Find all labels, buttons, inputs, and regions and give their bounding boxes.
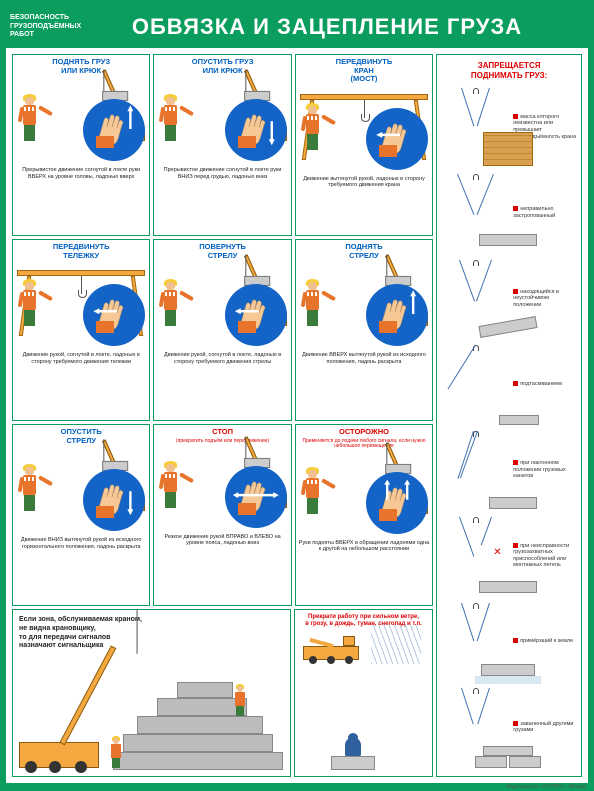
poster-header: БЕЗОПАСНОСТЬГРУЗОПОДЪЁМНЫХРАБОТ ОБВЯЗКА …: [6, 6, 588, 48]
signal-illustration: [154, 77, 290, 165]
prohibition-illustration: [441, 686, 509, 768]
prohibition-item-4: при наклонном положении грузовых канатов: [441, 429, 577, 511]
prohibition-item-0: масса которого неизвестна или превышает …: [441, 86, 577, 168]
signal-description: Движение рукой, согнутой в локте, ладонь…: [154, 350, 290, 367]
signal-cell-7: СТОП (прекратить подъём или передвижение…: [153, 424, 291, 606]
signal-title: ОПУСТИТЬ ГРУЗИЛИ КРЮК: [154, 55, 290, 77]
signal-cell-0: ПОДНЯТЬ ГРУЗИЛИ КРЮК Прерывистое движени…: [12, 54, 150, 236]
signal-cell-4: ПОВЕРНУТЬСТРЕЛУ Движение рукой, согнутой…: [153, 239, 291, 421]
prohibition-item-2: находящийся в неустойчивом положении: [441, 258, 577, 340]
publisher-footer: Издательство «СОУЭЛО», Москва: [506, 784, 586, 790]
signal-description: Движение вытянутой рукой, ладонью в стор…: [296, 174, 432, 191]
poster-content: ПОДНЯТЬ ГРУЗИЛИ КРЮК Прерывистое движени…: [6, 48, 588, 783]
prohibition-illustration: [441, 601, 509, 683]
prohibition-illustration: [441, 429, 509, 511]
prohibition-illustration: [441, 172, 509, 254]
prohibitions-heading: ЗАПРЕЩАЕТСЯПОДНИМАТЬ ГРУЗ:: [441, 59, 577, 86]
signal-description: Руки подняты ВВЕРХ в обращении ладонями …: [296, 538, 432, 555]
signal-cell-8: ОСТОРОЖНО Применяется до подачи любого с…: [295, 424, 433, 606]
signal-title: ПОДНЯТЬ ГРУЗИЛИ КРЮК: [13, 55, 149, 77]
signal-title: ПОВЕРНУТЬСТРЕЛУ: [154, 240, 290, 262]
prohibition-illustration: [441, 258, 509, 340]
signal-title: ПЕРЕДВИНУТЬТЕЛЕЖКУ: [13, 240, 149, 262]
signal-cell-3: ПЕРЕДВИНУТЬТЕЛЕЖКУ Движение рукой, согну…: [12, 239, 150, 421]
signal-cell-5: ПОДНЯТЬСТРЕЛУ Движение ВВЕРХ вытянутой р…: [295, 239, 433, 421]
signals-grid: ПОДНЯТЬ ГРУЗИЛИ КРЮК Прерывистое движени…: [12, 54, 433, 777]
header-title: ОБВЯЗКА И ЗАЦЕПЛЕНИЕ ГРУЗА: [110, 14, 584, 40]
prohibition-item-1: неправильно застропованный: [441, 172, 577, 254]
signal-title: СТОП: [154, 425, 290, 439]
prohibition-item-7: заваленный другими грузами: [441, 686, 577, 768]
hand-signal-icon: [366, 284, 428, 346]
hand-signal-icon: [83, 284, 145, 346]
hand-signal-icon: [83, 469, 145, 531]
hand-signal-icon: [225, 99, 287, 161]
signal-description: Резкое движение рукой ВПРАВО и ВЛЕВО на …: [154, 532, 290, 549]
signal-cell-6: ОПУСТИТЬСТРЕЛУ Движение ВНИЗ вытянутой р…: [12, 424, 150, 606]
prohibition-text: примёрзший к земле: [509, 638, 573, 645]
prohibition-text: при наклонном положении грузовых канатов: [509, 460, 577, 480]
signal-description: Прерывистое движение согнутой в локте ру…: [154, 165, 290, 182]
signal-illustration: [154, 262, 290, 350]
hand-signal-icon: [225, 466, 287, 528]
signal-title: ПОДНЯТЬСТРЕЛУ: [296, 240, 432, 262]
prohibition-text: неправильно застропованный: [509, 206, 577, 219]
prohibition-text: находящийся в неустойчивом положении: [509, 289, 577, 309]
sitting-worker-illustration: [339, 734, 369, 770]
weather-panel: Прекрати работу при сильном ветре,в гроз…: [294, 609, 433, 777]
header-category: БЕЗОПАСНОСТЬГРУЗОПОДЪЁМНЫХРАБОТ: [10, 14, 110, 39]
rain-illustration: [371, 624, 421, 664]
signal-description: Прерывистое движение согнутой в локте ру…: [13, 165, 149, 182]
hand-signal-icon: [366, 472, 428, 534]
signal-title: ОПУСТИТЬСТРЕЛУ: [13, 425, 149, 447]
prohibition-illustration: [441, 343, 509, 425]
hand-signal-icon: [366, 108, 428, 170]
signal-title: ОСТОРОЖНО: [296, 425, 432, 439]
signal-title: ПЕРЕДВИНУТЬКРАН(МОСТ): [296, 55, 432, 86]
prohibition-illustration: [441, 86, 509, 168]
truck-illustration: [303, 636, 363, 664]
prohibition-text: при неисправности грузозахватных приспос…: [509, 543, 577, 569]
signal-illustration: [13, 262, 149, 350]
signal-illustration: [296, 450, 432, 538]
signal-illustration: [13, 77, 149, 165]
signal-illustration: [154, 444, 290, 532]
signal-illustration: [13, 447, 149, 535]
crane-scene-illustration: [13, 610, 290, 776]
prohibitions-column: ЗАПРЕЩАЕТСЯПОДНИМАТЬ ГРУЗ: масса которог…: [436, 54, 582, 777]
signal-illustration: [296, 262, 432, 350]
signal-illustration: [296, 86, 432, 174]
hand-signal-icon: [83, 99, 145, 161]
signal-description: Движение рукой, согнутой в локте, ладонь…: [13, 350, 149, 367]
bottom-row: Если зона, обслуживаемая краном,не видна…: [12, 609, 433, 777]
prohibition-item-3: подтаскиванием: [441, 343, 577, 425]
signal-description: Движение ВВЕРХ вытянутой рукой из исходн…: [296, 350, 432, 367]
prohibition-text: заваленный другими грузами: [509, 721, 577, 734]
prohibition-illustration: ✕: [441, 515, 509, 597]
prohibition-text: подтаскиванием: [509, 381, 562, 388]
prohibition-item-5: ✕ при неисправности грузозахватных присп…: [441, 515, 577, 597]
safety-poster: БЕЗОПАСНОСТЬГРУЗОПОДЪЁМНЫХРАБОТ ОБВЯЗКА …: [0, 0, 594, 791]
signal-cell-2: ПЕРЕДВИНУТЬКРАН(МОСТ) Движение вытянутой…: [295, 54, 433, 236]
signal-description: Движение ВНИЗ вытянутой рукой из исходно…: [13, 535, 149, 552]
signal-cell-1: ОПУСТИТЬ ГРУЗИЛИ КРЮК Прерывистое движен…: [153, 54, 291, 236]
visibility-panel: Если зона, обслуживаемая краном,не видна…: [12, 609, 291, 777]
prohibition-item-6: примёрзший к земле: [441, 601, 577, 683]
hand-signal-icon: [225, 284, 287, 346]
